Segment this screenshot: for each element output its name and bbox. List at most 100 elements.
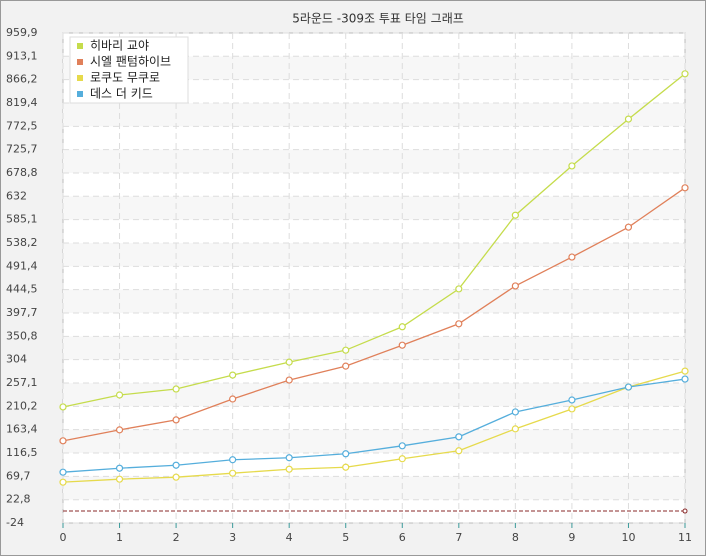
data-point — [229, 371, 237, 379]
x-tick-label: 8 — [512, 531, 519, 544]
series-line — [62, 370, 686, 483]
x-tick-label: 0 — [60, 531, 67, 544]
legend-swatch — [77, 91, 83, 97]
data-point — [172, 416, 180, 424]
grid-band — [63, 476, 685, 500]
y-tick-label: 585,1 — [6, 213, 38, 226]
series-line — [62, 187, 686, 442]
legend-label: 히바리 교야 — [90, 39, 149, 53]
data-point — [511, 408, 519, 416]
y-tick-label: 444,5 — [6, 283, 38, 296]
grid-band — [63, 56, 685, 80]
data-point — [59, 403, 67, 411]
grid-band — [63, 102, 685, 127]
y-tick-label: 772,5 — [6, 119, 38, 132]
y-tick-label: 210,2 — [6, 399, 38, 412]
y-tick-label: 959,9 — [6, 26, 38, 39]
data-point — [511, 282, 519, 290]
data-point — [681, 367, 689, 375]
grid-band — [63, 149, 685, 173]
chart-title: 5라운드 -309조 투표 타임 그래프 — [292, 12, 464, 26]
x-tick-label: 10 — [621, 531, 635, 544]
y-tick-label: 866,2 — [6, 73, 38, 86]
x-tick-label: 11 — [678, 531, 692, 544]
data-point — [568, 253, 576, 261]
data-point — [568, 162, 576, 170]
data-point — [115, 391, 124, 399]
data-point — [624, 383, 633, 391]
grid-band — [63, 383, 685, 407]
y-tick-label: 116,5 — [6, 446, 38, 459]
data-point — [115, 475, 124, 483]
data-point — [342, 346, 350, 354]
data-point — [624, 223, 633, 231]
data-point — [115, 426, 124, 434]
data-point — [229, 456, 237, 464]
y-tick-label: 913,1 — [6, 49, 38, 62]
data-point — [624, 115, 633, 123]
y-tick-label: 304 — [6, 353, 27, 366]
y-tick-label: 632 — [6, 189, 27, 202]
data-point — [455, 320, 463, 328]
y-tick-label: 257,1 — [6, 376, 38, 389]
data-point — [172, 385, 180, 393]
data-point — [511, 425, 519, 433]
grid-band — [63, 243, 685, 267]
data-point — [568, 396, 576, 404]
y-tick-label: 491,4 — [6, 259, 38, 272]
data-point — [172, 473, 180, 481]
y-tick-label: 350,8 — [6, 329, 38, 342]
data-point — [398, 455, 406, 463]
grid-band — [63, 336, 685, 360]
data-point — [229, 395, 237, 403]
data-point — [455, 433, 463, 441]
x-tick-label: 3 — [229, 531, 236, 544]
y-tick-label: 678,8 — [6, 166, 38, 179]
x-tick-label: 4 — [286, 531, 293, 544]
x-tick-label: 2 — [173, 531, 180, 544]
data-point — [115, 464, 124, 472]
data-point — [172, 461, 180, 469]
legend-label: 데스 더 키드 — [90, 87, 153, 101]
data-point — [285, 465, 293, 473]
y-tick-label: 163,4 — [6, 423, 38, 436]
y-tick-label: 538,2 — [6, 236, 38, 249]
data-point — [398, 442, 406, 450]
legend-label: 시엘 팬텀하이브 — [90, 55, 171, 69]
data-point — [681, 70, 689, 78]
legend-swatch — [77, 59, 83, 65]
data-point — [511, 211, 519, 219]
grid-band — [63, 289, 685, 313]
y-tick-label: -24 — [6, 516, 24, 529]
data-point — [59, 468, 67, 476]
data-point — [681, 375, 689, 383]
y-tick-label: 397,7 — [6, 306, 38, 319]
x-tick-label: 5 — [342, 531, 349, 544]
data-point — [398, 341, 406, 349]
data-point — [398, 323, 406, 331]
data-point — [342, 362, 350, 370]
data-point — [285, 376, 293, 384]
data-point — [229, 469, 237, 477]
x-tick-label: 7 — [455, 531, 462, 544]
data-point — [455, 285, 463, 293]
data-point — [568, 405, 576, 413]
data-point — [342, 463, 350, 471]
data-point — [285, 358, 293, 366]
data-point — [342, 450, 350, 458]
data-point — [59, 478, 67, 486]
legend-swatch — [77, 43, 83, 49]
grid-band — [63, 196, 685, 220]
baseline-end — [682, 508, 688, 514]
series-line — [62, 378, 686, 473]
y-tick-label: 725,7 — [6, 143, 38, 156]
data-point — [59, 437, 67, 445]
legend-box — [69, 36, 189, 104]
legend-swatch — [77, 75, 83, 81]
data-point — [455, 447, 463, 455]
y-tick-label: 69,7 — [6, 469, 31, 482]
x-tick-label: 1 — [116, 531, 123, 544]
data-point — [681, 184, 689, 192]
